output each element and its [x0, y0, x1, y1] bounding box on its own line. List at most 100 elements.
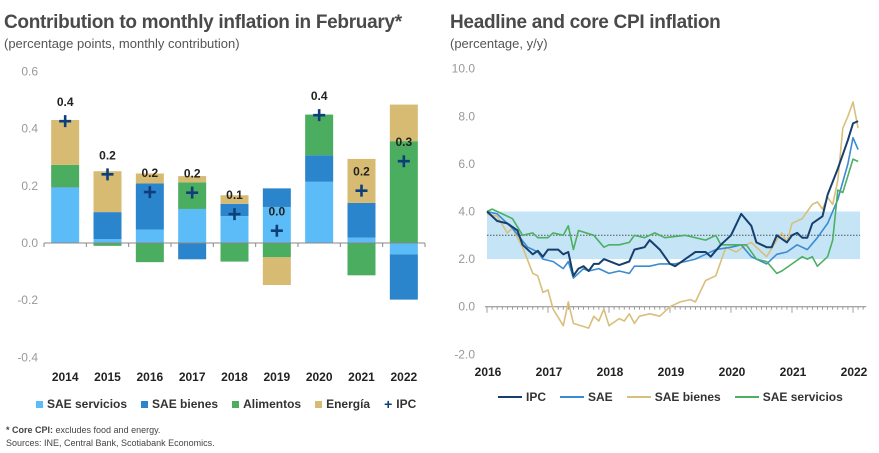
y-tick-label: 4.0	[458, 205, 475, 219]
bar-sae-bienes	[178, 243, 207, 260]
x-tick-label: 2017	[536, 365, 563, 379]
legend-swatch	[315, 400, 323, 408]
x-tick-label: 2019	[658, 365, 685, 379]
x-tick-label: 2018	[597, 365, 624, 379]
ipc-marker	[186, 186, 199, 199]
left-legend: SAE servicios SAE bienes Alimentos Energía +…	[36, 396, 416, 412]
legend-label: Alimentos	[243, 397, 302, 411]
legend-label: IPC	[526, 390, 547, 404]
footnote-core-text: excludes food and energy.	[53, 425, 161, 435]
data-label: 0.2	[184, 167, 201, 181]
y-tick-label: 0.0	[458, 300, 475, 314]
bar-sae-servicios	[389, 243, 418, 255]
legend-item: SAE bienes	[626, 390, 721, 404]
bar-energ-a	[389, 104, 418, 142]
y-tick-label: 8.0	[458, 109, 475, 123]
bar-energ-a	[178, 176, 207, 183]
data-label: 0.2	[99, 148, 116, 162]
bar-alimentos	[93, 243, 122, 246]
ipc-marker	[228, 208, 241, 221]
bar-sae-servicios	[178, 208, 207, 243]
legend-line	[560, 396, 585, 398]
legend-item: Alimentos	[232, 397, 301, 411]
x-tick-label: 2022	[841, 365, 868, 379]
data-label: 0.4	[57, 95, 74, 109]
x-tick-label: 2016	[136, 370, 163, 384]
bar-alimentos	[220, 243, 249, 262]
y-tick-label: 0.4	[21, 122, 38, 136]
legend-line	[734, 396, 759, 398]
x-tick-label: 2022	[390, 370, 417, 384]
legend-label: SAE bienes	[152, 397, 219, 411]
bar-energ-a	[51, 120, 80, 165]
y-tick-label: -0.4	[17, 350, 38, 364]
bar-sae-servicios	[93, 238, 122, 243]
ipc-marker	[59, 115, 72, 128]
y-tick-label: 0.6	[21, 64, 38, 78]
x-tick-label: 2017	[179, 370, 206, 384]
y-tick-label: 0.0	[21, 236, 38, 250]
bar-alimentos	[135, 243, 164, 263]
bar-sae-servicios	[220, 216, 249, 243]
bar-sae-servicios	[347, 237, 376, 243]
plus-marker-icon: +	[384, 396, 393, 412]
bar-sae-bienes	[347, 202, 376, 238]
right-chart-title: Headline and core CPI inflation	[450, 12, 721, 33]
data-label: 0.3	[395, 135, 412, 149]
line-sae-bienes	[486, 101, 859, 329]
line-sae	[486, 136, 859, 279]
bar-sae-bienes	[93, 212, 122, 239]
bar-energ-a	[262, 257, 291, 286]
bar-sae-servicios	[51, 187, 80, 243]
line-ipc	[486, 120, 859, 277]
data-label: 0.1	[226, 188, 243, 202]
right-legend: IPC SAE SAE bienes SAE servicios	[498, 390, 843, 404]
x-tick-label: 2020	[719, 365, 746, 379]
legend-item: SAE	[560, 390, 613, 404]
legend-label: SAE servicios	[47, 397, 128, 411]
footnote-core: * Core CPI: excludes food and energy.	[6, 425, 160, 435]
y-tick-label: -0.2	[17, 293, 38, 307]
x-tick-label: 2015	[94, 370, 121, 384]
bar-energ-a	[135, 173, 164, 184]
x-tick-label: 2018	[221, 370, 248, 384]
left-chart-title: Contribution to monthly inflation in Feb…	[4, 12, 402, 33]
bar-alimentos	[305, 114, 334, 156]
right-chart-subtitle: (percentage, y/y)	[450, 36, 548, 51]
bar-alimentos	[262, 243, 291, 258]
ipc-marker	[143, 186, 156, 199]
bar-energ-a	[220, 195, 249, 204]
legend-label: Energía	[326, 397, 371, 411]
legend-item: + IPC	[384, 396, 416, 412]
y-tick-label: 2.0	[458, 252, 475, 266]
bar-sae-bienes	[389, 254, 418, 300]
x-tick-label: 2021	[348, 370, 375, 384]
legend-label: IPC	[396, 397, 417, 411]
data-label: 0.2	[141, 166, 158, 180]
ipc-marker	[101, 168, 114, 181]
x-tick-label: 2021	[780, 365, 807, 379]
data-label: 0.0	[268, 205, 285, 219]
left-chart-subtitle: (percentage points, monthly contribution…	[4, 36, 240, 51]
data-label: 0.2	[353, 165, 370, 179]
bar-alimentos	[347, 243, 376, 276]
bar-sae-bienes	[305, 155, 334, 182]
legend-label: SAE servicios	[762, 390, 843, 404]
legend-swatch	[232, 400, 240, 408]
legend-label: SAE	[588, 390, 613, 404]
footnote-sources: Sources: INE, Central Bank, Scotiabank E…	[6, 438, 215, 448]
line-sae-servicios	[486, 158, 859, 275]
legend-item: SAE bienes	[141, 397, 218, 411]
legend-item: Energía	[315, 397, 370, 411]
ipc-marker	[397, 155, 410, 168]
legend-item: IPC	[498, 390, 546, 404]
y-tick-label: 0.2	[21, 179, 38, 193]
legend-label: SAE bienes	[654, 390, 721, 404]
x-tick-label: 2020	[306, 370, 333, 384]
x-tick-label: 2014	[52, 370, 79, 384]
ipc-marker	[270, 224, 283, 237]
legend-swatch	[141, 400, 149, 408]
x-tick-label: 2016	[475, 365, 502, 379]
legend-line	[498, 396, 522, 398]
